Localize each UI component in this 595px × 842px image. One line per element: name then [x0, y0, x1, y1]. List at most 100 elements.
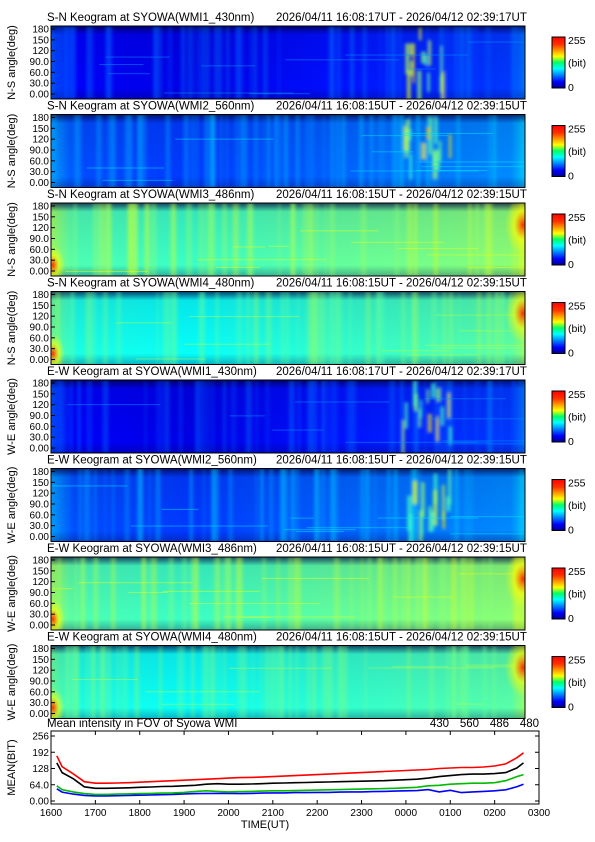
panel-title: E-W Keogram at SYOWA(WMI1_430nm) — [47, 366, 257, 378]
y-tick-label: 60.0 — [30, 687, 50, 698]
x-tick-label: 2000 — [217, 808, 240, 819]
y-tick-label: 60.0 — [30, 156, 50, 167]
y-tick-label: 180 — [32, 379, 49, 390]
colorbar-min-label: 0 — [568, 702, 574, 714]
y-tick-label: 30.0 — [30, 433, 50, 444]
y-tick-label: 90.0 — [30, 146, 50, 157]
y-tick-label: 120 — [32, 489, 49, 500]
heatmap-image — [51, 26, 525, 99]
x-tick-label: 2100 — [262, 808, 285, 819]
y-tick-label: 0.00 — [30, 355, 50, 366]
colorbar-max-label: 255 — [568, 124, 586, 136]
colorbar-unit-label: (bit) — [568, 323, 586, 335]
line-chart-title: Mean intensity in FOV of Syowa WMI — [47, 718, 237, 730]
y-tick-label: 180 — [32, 644, 49, 655]
y-axis-label: W-E angle(deg) — [6, 378, 18, 455]
y-tick-label: 30.0 — [30, 256, 50, 267]
series-line-486 — [56, 752, 524, 785]
x-tick-label: 2200 — [306, 808, 329, 819]
colorbar — [551, 302, 566, 354]
panel-title: E-W Keogram at SYOWA(WMI2_560nm) — [47, 455, 257, 467]
y-axis-label: N-S angle(deg) — [6, 25, 18, 100]
keogram-panel: S-N Keogram at SYOWA(WMI2_560nm) 2026/04/… — [6, 101, 586, 190]
colorbar-max-label: 255 — [568, 389, 586, 401]
y-tick-label: 90.0 — [30, 411, 50, 422]
heatmap-image — [51, 203, 525, 276]
y-tick-label: 60.0 — [30, 422, 50, 433]
colorbar-unit-label: (bit) — [568, 58, 586, 70]
colorbar-max-label: 255 — [568, 478, 586, 490]
y-tick-label: 120 — [32, 135, 49, 146]
y-tick-label: 120 — [32, 666, 49, 677]
colorbar-unit-label: (bit) — [568, 677, 586, 689]
y-tick-label: 150 — [32, 389, 49, 400]
x-tick-label: 1700 — [84, 808, 107, 819]
y-tick-label: 60.0 — [30, 510, 50, 521]
y-tick-label: 30.0 — [30, 521, 50, 532]
legend-entry: 430 — [430, 718, 449, 730]
keogram-panel: E-W Keogram at SYOWA(WMI1_430nm) 2026/04/… — [6, 366, 586, 455]
y-axis-label: N-S angle(deg) — [6, 114, 18, 189]
y-tick-label: 60.0 — [30, 245, 50, 256]
x-tick-label: 0100 — [439, 808, 462, 819]
colorbar-min-label: 0 — [568, 525, 574, 537]
panel-title: S-N Keogram at SYOWA(WMI4_480nm) — [47, 278, 254, 290]
x-tick-label: 0200 — [484, 808, 507, 819]
y-tick-label: 64.0 — [30, 780, 50, 791]
y-tick-label: 90.0 — [30, 57, 50, 68]
y-tick-label: 90.0 — [30, 234, 50, 245]
heatmap-image — [51, 291, 525, 365]
y-tick-label: 0.00 — [30, 178, 50, 189]
series-line-430 — [56, 783, 524, 797]
colorbar-max-label: 255 — [568, 301, 586, 313]
x-axis-label: TIME(UT) — [241, 819, 289, 831]
x-tick-label: 1600 — [40, 808, 63, 819]
y-tick-label: 90.0 — [30, 677, 50, 688]
y-tick-label: 0.00 — [30, 90, 50, 101]
colorbar-min-label: 0 — [568, 259, 574, 271]
colorbar — [551, 479, 566, 531]
heatmap-image — [51, 645, 525, 719]
y-tick-label: 30.0 — [30, 167, 50, 178]
y-tick-label: 30.0 — [30, 610, 50, 621]
heatmap-image — [51, 557, 525, 630]
y-tick-label: 0.00 — [30, 621, 50, 632]
colorbar-unit-label: (bit) — [568, 412, 586, 424]
y-tick-label: 90.0 — [30, 323, 50, 334]
panel-time-range: 2026/04/11 16:08:15UT - 2026/04/12 02:39… — [276, 101, 527, 113]
colorbar — [551, 125, 566, 177]
x-tick-label: 0000 — [395, 808, 418, 819]
panel-title: E-W Keogram at SYOWA(WMI4_480nm) — [47, 632, 257, 644]
colorbar-min-label: 0 — [568, 613, 574, 625]
y-tick-label: 60.0 — [30, 333, 50, 344]
y-tick-label: 120 — [32, 577, 49, 588]
y-tick-label: 128 — [32, 764, 49, 775]
panel-title: S-N Keogram at SYOWA(WMI1_430nm) — [47, 12, 254, 24]
panel-time-range: 2026/04/11 16:08:15UT - 2026/04/12 02:39… — [276, 455, 527, 467]
keogram-panel: E-W Keogram at SYOWA(WMI3_486nm) 2026/04/… — [6, 543, 586, 632]
y-tick-label: 256 — [32, 732, 49, 743]
y-tick-label: 180 — [32, 25, 49, 36]
y-tick-label: 150 — [32, 35, 49, 46]
colorbar-max-label: 255 — [568, 566, 586, 578]
x-tick-label: 1900 — [173, 808, 196, 819]
y-tick-label: 90.0 — [30, 500, 50, 511]
x-tick-label: 1800 — [129, 808, 152, 819]
colorbar — [551, 213, 566, 266]
keogram-panel: S-N Keogram at SYOWA(WMI4_480nm) 2026/04/… — [6, 278, 586, 367]
series-line-560 — [56, 773, 524, 796]
colorbar-min-label: 0 — [568, 82, 574, 94]
colorbar-max-label: 255 — [568, 212, 586, 224]
legend-entry: 486 — [490, 718, 509, 730]
y-axis-label: W-E angle(deg) — [6, 555, 18, 632]
colorbar-unit-label: (bit) — [568, 500, 586, 512]
y-tick-label: 90.0 — [30, 588, 50, 599]
heatmap-image — [51, 114, 525, 188]
panel-title: E-W Keogram at SYOWA(WMI3_486nm) — [47, 543, 257, 555]
legend-entry: 480 — [520, 718, 539, 730]
y-axis-label: MEAN(BIT) — [6, 739, 18, 795]
y-tick-label: 60.0 — [30, 68, 50, 79]
colorbar — [551, 656, 566, 708]
y-axis-label: N-S angle(deg) — [6, 202, 18, 277]
